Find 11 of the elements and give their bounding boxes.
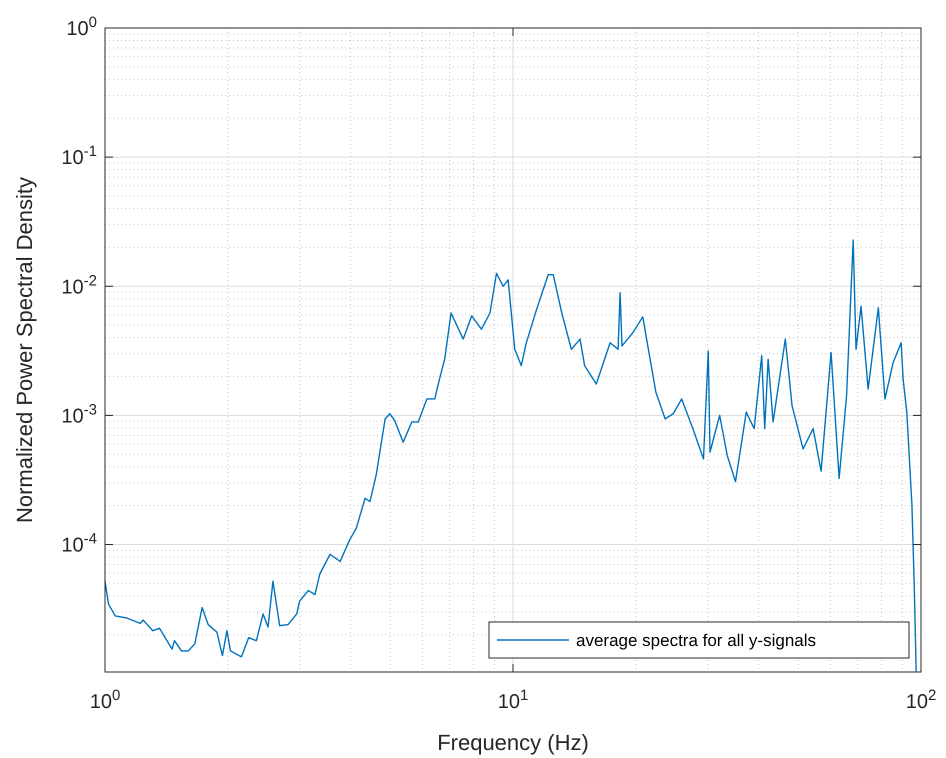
x-tick-label: 10$^{2}$ bbox=[906, 686, 936, 713]
y-tick-label: 10$^{-2}$ bbox=[61, 272, 97, 298]
x-tick-label: 10$^{0}$ bbox=[90, 686, 120, 713]
y-tick-label: 10$^{-1}$ bbox=[61, 142, 97, 170]
legend-label: average spectra for all y-signals bbox=[576, 631, 816, 650]
x-tick-label: 10$^{1}$ bbox=[498, 686, 528, 713]
y-tick-label: 10$^{-4}$ bbox=[61, 530, 97, 557]
y-tick-label: 10$^{0}$ bbox=[66, 14, 97, 40]
x-axis-title: Frequency (Hz) bbox=[437, 730, 589, 755]
y-tick-label: 10$^{-3}$ bbox=[61, 400, 97, 428]
y-axis-title: Normalized Power Spectral Density bbox=[12, 176, 37, 524]
